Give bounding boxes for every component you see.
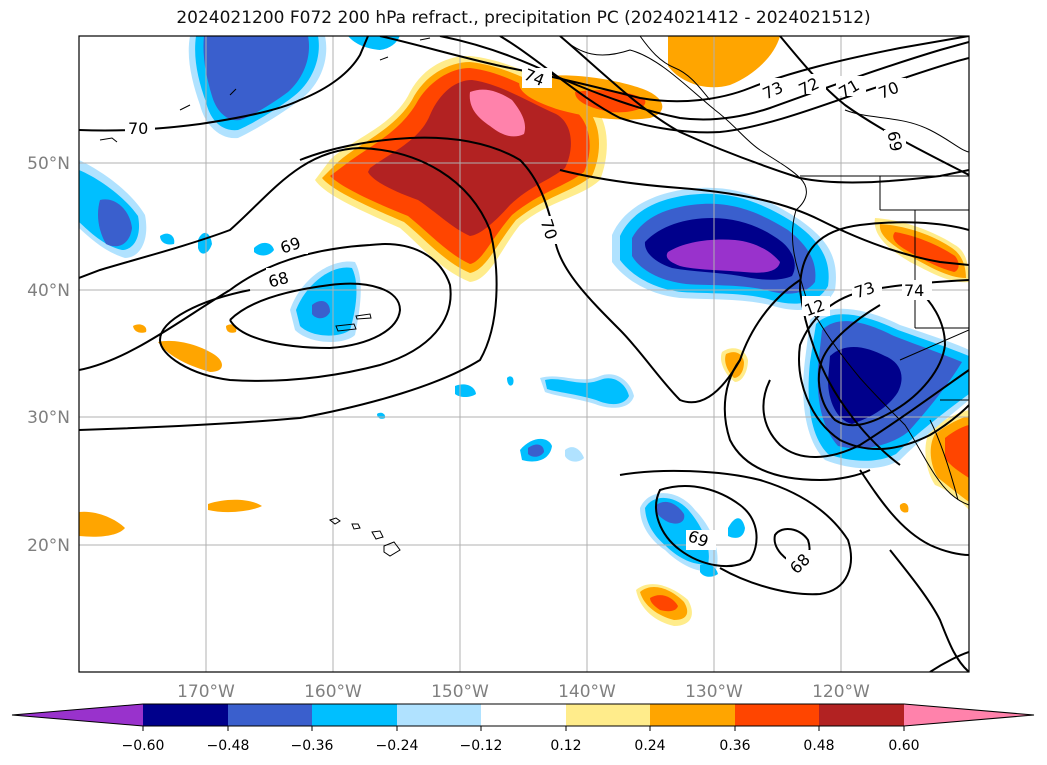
colorbar-tick-label: −0.24 [376, 738, 419, 754]
colorbar-tick-label: −0.12 [460, 738, 503, 754]
refractivity-contours [79, 36, 969, 672]
lon-label-150w: 150°W [431, 682, 489, 702]
latitude-labels: 50°N 40°N 30°N 20°N [27, 154, 70, 556]
colorbar-tick-label: 0.12 [550, 738, 581, 754]
colorbar-extend-max [904, 704, 1034, 726]
colorbar-segment [143, 704, 228, 726]
colorbar-segment [312, 704, 397, 726]
colorbar-segment [566, 704, 650, 726]
colorbar-tick-label: 0.24 [634, 738, 665, 754]
colorbar-tick-label: 0.48 [803, 738, 834, 754]
colorbar-tick-label: −0.60 [122, 738, 165, 754]
lat-label-20n: 20°N [27, 536, 70, 556]
lon-label-130w: 130°W [685, 682, 743, 702]
contour-label: 74 [904, 281, 924, 300]
map-title: 2024021200 F072 200 hPa refract., precip… [176, 8, 871, 28]
lon-label-120w: 120°W [812, 682, 870, 702]
colorbar-segment [228, 704, 312, 726]
colorbar-segment [650, 704, 735, 726]
colorbar-tick-label: −0.36 [291, 738, 334, 754]
lat-label-30n: 30°N [27, 408, 70, 428]
colorbar-extend-min [12, 704, 143, 726]
map-panel: 70 74 73 72 71 70 69 69 68 70 12 73 74 [79, 36, 969, 672]
colorbar-segment [735, 704, 819, 726]
lat-label-50n: 50°N [27, 154, 70, 174]
colorbar-segment [481, 704, 566, 726]
contour-label: 69 [884, 130, 906, 153]
lat-label-40n: 40°N [27, 281, 70, 301]
colorbar-tick-label: 0.60 [888, 738, 919, 754]
lon-label-160w: 160°W [304, 682, 362, 702]
longitude-labels: 170°W 160°W 150°W 140°W 130°W 120°W [177, 682, 870, 702]
contour-label: 68 [266, 268, 291, 292]
contour-label: 70 [128, 119, 148, 138]
map-frame [78, 35, 970, 673]
colorbar-tick-label: 0.36 [719, 738, 750, 754]
colorbar: −0.60 −0.48 −0.36 −0.24 −0.12 0.12 0.24 … [11, 703, 1035, 754]
colorbar-segment [819, 704, 904, 726]
colorbar-segment [397, 704, 481, 726]
lon-label-170w: 170°W [177, 682, 235, 702]
lon-label-140w: 140°W [558, 682, 616, 702]
colorbar-tick-label: −0.48 [207, 738, 250, 754]
